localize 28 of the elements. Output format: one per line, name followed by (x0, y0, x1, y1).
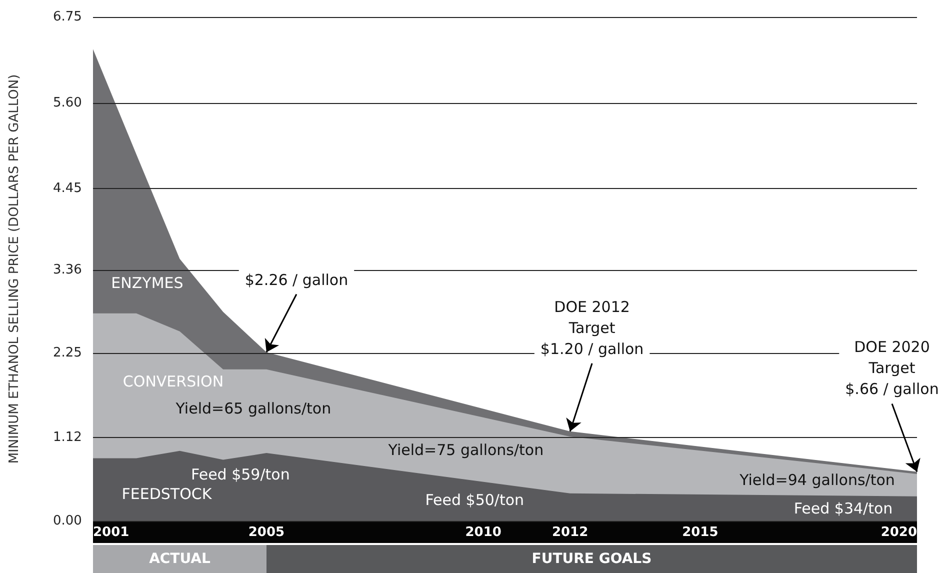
x-tick-label: 2010 (465, 525, 502, 540)
x-tick-label: 2005 (248, 525, 285, 540)
annotation: Feed $50/ton (425, 491, 524, 510)
series-label: ENZYMES (111, 274, 184, 292)
annotation: Yield=94 gallons/ton (738, 470, 895, 489)
annotation: $2.26 / gallon (244, 270, 348, 289)
x-tick-label: 2015 (682, 525, 718, 540)
y-tick-label: 6.75 (53, 10, 82, 24)
x-tick-label: 2012 (552, 525, 588, 540)
y-tick-label: 4.45 (53, 181, 82, 196)
annotation: DOE 2020 Target $.66 / gallon (845, 338, 939, 398)
annotation: Yield=65 gallons/ton (174, 399, 332, 418)
series-label: CONVERSION (122, 372, 224, 390)
series-label: FEEDSTOCK (122, 485, 213, 504)
x-tick-label: 2001 (93, 525, 130, 540)
y-tick-label: 3.36 (53, 262, 82, 278)
y-tick-label: 5.60 (53, 95, 82, 110)
text: ACTUAL (149, 551, 210, 567)
y-tick-label: 0.00 (53, 514, 82, 528)
y-axis-title: MINIMUM ETHANOL SELLING PRICE (DOLLARS PER GALLON) (7, 74, 22, 464)
annotation: Feed $34/ton (794, 499, 893, 518)
annotation: DOE 2012 Target $1.20 / gallon (540, 298, 644, 358)
x-tick-label: 2020 (880, 525, 917, 540)
annotation: Feed $59/ton (191, 466, 290, 484)
text: FUTURE GOALS (532, 551, 652, 567)
y-tick-label: 2.25 (53, 346, 82, 360)
annotation: Yield=75 gallons/ton (387, 441, 544, 460)
y-tick-label: 1.12 (53, 430, 82, 445)
